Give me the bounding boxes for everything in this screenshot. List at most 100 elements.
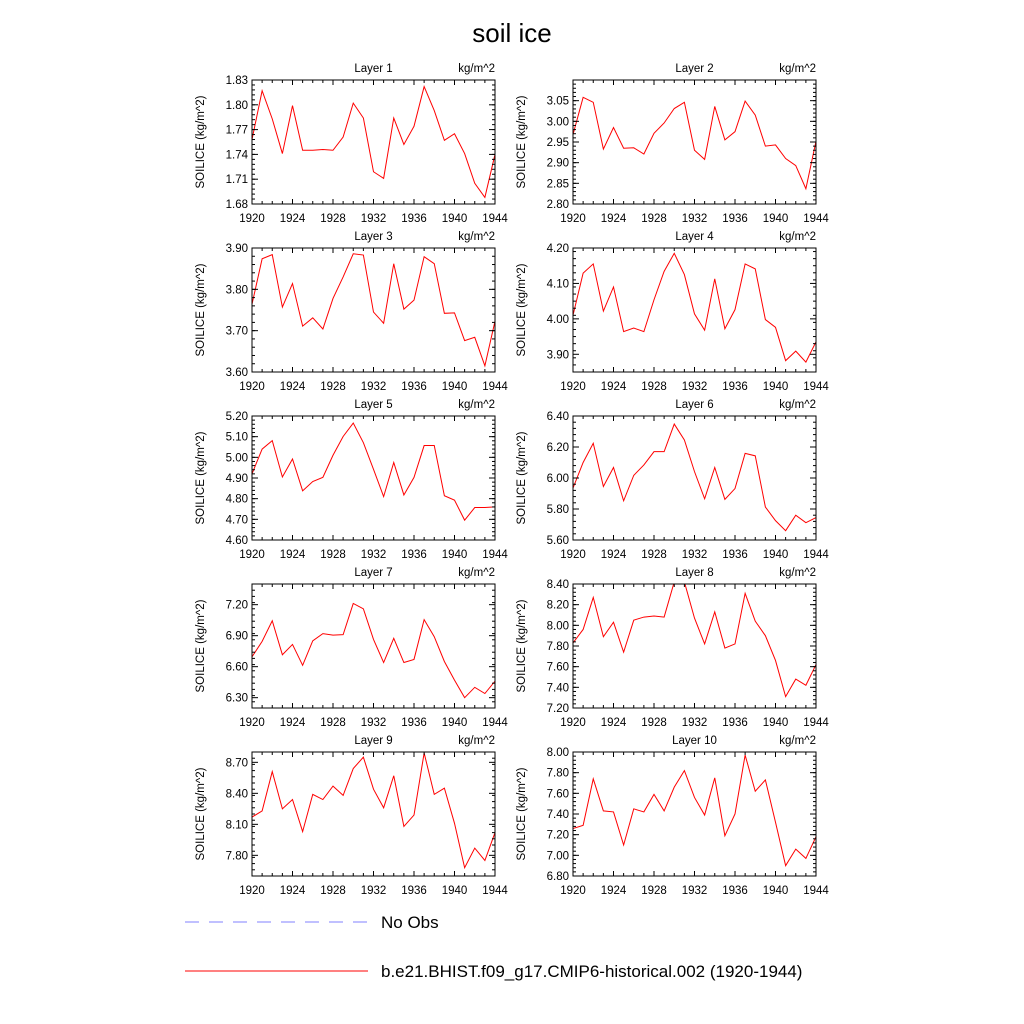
panel-units-label: kg/m^2 <box>458 63 495 75</box>
x-tick-label: 1940 <box>442 381 468 393</box>
plot-frame <box>572 415 817 541</box>
y-tick-label: 1.71 <box>226 174 248 186</box>
x-tick-label: 1924 <box>601 381 627 393</box>
y-tick-label: 4.80 <box>226 494 248 506</box>
y-tick-label: 7.00 <box>547 850 569 862</box>
y-tick-label: 1.80 <box>226 100 248 112</box>
x-tick-label: 1928 <box>320 213 346 225</box>
legend-no-obs-label: No Obs <box>381 913 439 932</box>
x-tick-label: 1928 <box>641 381 667 393</box>
y-tick-label: 7.80 <box>547 768 569 780</box>
y-tick-label: 5.80 <box>547 504 569 516</box>
y-tick-label: 2.80 <box>547 199 569 211</box>
x-tick-label: 1944 <box>803 213 829 225</box>
y-tick-label: 7.20 <box>226 600 248 612</box>
y-axis-label: SOILICE (kg/m^2) <box>516 767 528 860</box>
series-line <box>573 422 816 532</box>
x-tick-label: 1936 <box>401 549 427 561</box>
panel-layer-5: Layer 5 kg/m^2 SOILICE (kg/m^2) 1920 1924 192… <box>195 399 508 561</box>
y-axis-label: SOILICE (kg/m^2) <box>516 431 528 524</box>
x-tick-label: 1940 <box>763 381 789 393</box>
panel-title: Layer 1 <box>354 63 392 75</box>
x-tick-label: 1932 <box>682 381 708 393</box>
y-tick-label: 4.60 <box>226 535 248 547</box>
y-tick-label: 3.05 <box>547 96 569 108</box>
y-axis-label: SOILICE (kg/m^2) <box>195 263 207 356</box>
x-tick-label: 1920 <box>239 381 265 393</box>
panel-units-label: kg/m^2 <box>458 735 495 747</box>
y-tick-label: 6.30 <box>226 693 248 705</box>
x-tick-label: 1936 <box>722 717 748 729</box>
y-tick-label: 3.00 <box>547 116 569 128</box>
x-tick-label: 1932 <box>682 885 708 897</box>
panel-layer-7: Layer 7 kg/m^2 SOILICE (kg/m^2) 1920 1924 192… <box>195 567 508 729</box>
y-tick-label: 6.20 <box>547 442 569 454</box>
x-tick-label: 1928 <box>641 717 667 729</box>
panel-title: Layer 7 <box>354 567 392 579</box>
y-tick-label: 3.80 <box>226 284 248 296</box>
x-tick-label: 1936 <box>401 885 427 897</box>
panel-layer-8: Layer 8 kg/m^2 SOILICE (kg/m^2) 1920 1924 192… <box>516 567 829 729</box>
series-line <box>252 253 495 368</box>
x-tick-label: 1920 <box>560 885 586 897</box>
series-line <box>252 85 495 199</box>
panel-layer-10: Layer 10 kg/m^2 SOILICE (kg/m^2) 1920 1924 19… <box>516 735 829 897</box>
panel-title: Layer 4 <box>675 231 714 243</box>
y-tick-label: 6.00 <box>547 473 569 485</box>
y-tick-label: 3.90 <box>226 243 248 255</box>
y-tick-label: 4.20 <box>547 243 569 255</box>
x-tick-label: 1940 <box>442 717 468 729</box>
y-tick-label: 7.60 <box>547 788 569 800</box>
x-tick-label: 1920 <box>560 717 586 729</box>
x-tick-label: 1928 <box>320 381 346 393</box>
x-tick-label: 1944 <box>803 549 829 561</box>
y-tick-label: 5.20 <box>226 411 248 423</box>
y-axis-label: SOILICE (kg/m^2) <box>195 767 207 860</box>
y-tick-label: 6.60 <box>226 662 248 674</box>
y-tick-label: 3.60 <box>226 367 248 379</box>
x-tick-label: 1944 <box>482 549 508 561</box>
y-tick-label: 6.80 <box>547 871 569 883</box>
x-tick-label: 1940 <box>442 549 468 561</box>
y-axis-label: SOILICE (kg/m^2) <box>516 95 528 188</box>
y-tick-label: 4.10 <box>547 278 569 290</box>
x-tick-label: 1920 <box>239 717 265 729</box>
y-tick-label: 5.00 <box>226 452 248 464</box>
panel-units-label: kg/m^2 <box>779 231 816 243</box>
y-tick-label: 4.90 <box>226 473 248 485</box>
y-axis-label: SOILICE (kg/m^2) <box>516 599 528 692</box>
y-tick-label: 7.40 <box>547 809 569 821</box>
y-tick-label: 6.40 <box>547 411 569 423</box>
x-tick-label: 1944 <box>803 381 829 393</box>
x-tick-label: 1928 <box>320 717 346 729</box>
plot-frame <box>572 751 817 877</box>
x-tick-label: 1924 <box>601 717 627 729</box>
x-tick-label: 1920 <box>560 549 586 561</box>
y-tick-label: 7.80 <box>226 850 248 862</box>
y-tick-label: 1.77 <box>226 125 248 137</box>
x-tick-label: 1944 <box>482 885 508 897</box>
x-tick-label: 1940 <box>442 213 468 225</box>
series-line <box>252 422 495 522</box>
x-tick-label: 1924 <box>601 885 627 897</box>
panel-units-label: kg/m^2 <box>779 567 816 579</box>
plot-frame <box>251 583 496 709</box>
series-line <box>573 584 816 698</box>
y-tick-label: 8.10 <box>226 819 248 831</box>
y-axis-label: SOILICE (kg/m^2) <box>195 431 207 524</box>
y-tick-label: 1.83 <box>226 75 248 87</box>
panel-units-label: kg/m^2 <box>779 399 816 411</box>
x-tick-label: 1920 <box>239 549 265 561</box>
series-line <box>252 602 495 699</box>
x-tick-label: 1924 <box>280 549 306 561</box>
panel-title: Layer 2 <box>675 63 713 75</box>
panel-title: Layer 6 <box>675 399 713 411</box>
y-tick-label: 8.20 <box>547 600 569 612</box>
plot-frame <box>251 751 496 877</box>
plot-frame <box>251 415 496 541</box>
x-tick-label: 1928 <box>641 213 667 225</box>
panel-units-label: kg/m^2 <box>458 231 495 243</box>
x-tick-label: 1920 <box>560 381 586 393</box>
panel-layer-1: Layer 1 kg/m^2 SOILICE (kg/m^2) 1920 1924 192… <box>195 63 508 225</box>
